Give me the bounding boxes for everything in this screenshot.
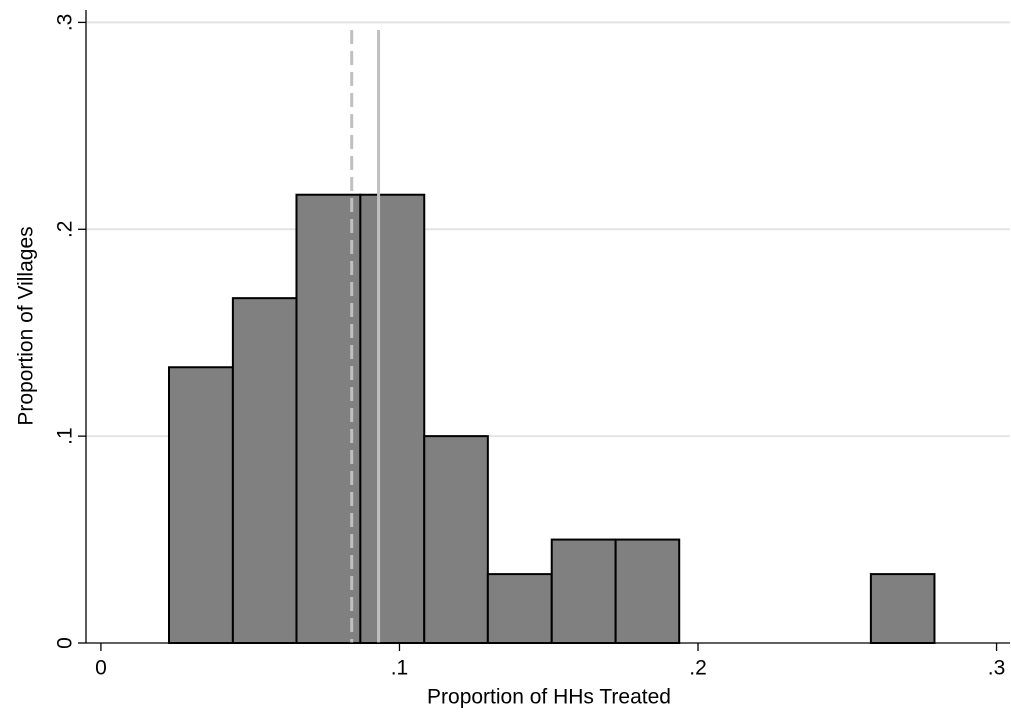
y-tick-label: .3 xyxy=(54,14,77,32)
x-tick-label: .1 xyxy=(391,657,409,680)
y-tick-label: .2 xyxy=(54,221,77,239)
bar xyxy=(486,573,553,644)
bar xyxy=(869,573,936,644)
bar xyxy=(295,193,362,644)
x-axis-title: Proportion of HHs Treated xyxy=(427,686,671,709)
bar xyxy=(167,366,234,644)
bar xyxy=(550,538,617,644)
bar xyxy=(231,297,298,644)
y-tick-label: .1 xyxy=(54,427,77,445)
bar xyxy=(614,538,681,644)
bar xyxy=(423,435,489,645)
x-tick-label: 0 xyxy=(95,657,107,680)
y-axis-title: Proportion of Villages xyxy=(15,226,38,425)
y-tick-label: 0 xyxy=(54,637,77,649)
x-tick-label: .2 xyxy=(689,657,707,680)
bar xyxy=(359,193,426,644)
x-tick-label: .3 xyxy=(988,657,1006,680)
